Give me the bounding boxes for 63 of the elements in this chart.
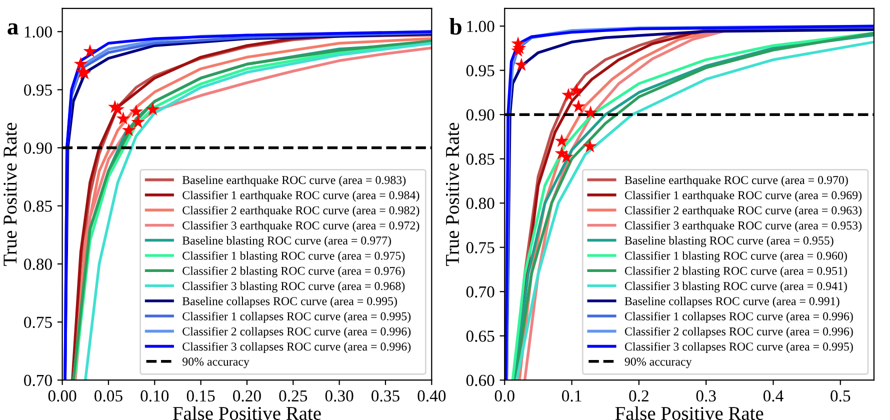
x-tick-label: 0.20 [233,390,261,402]
legend-label: Baseline blasting ROC curve (area = 0.955) [624,236,834,248]
y-axis-title: True Positive Rate [446,122,460,266]
chart-title: b [450,18,462,35]
x-tick-label: 0.4 [763,390,784,402]
y-tick-label: 1.00 [24,26,52,38]
legend-label: Classifier 3 earthquake ROC curve (area = 0.953) [624,220,862,232]
y-tick-label: 0.75 [24,316,52,328]
y-tick-label: 1.00 [467,20,494,32]
y-tick-label: 0.80 [24,258,52,270]
legend-label: 90% accuracy [182,358,250,368]
legend-label: Classifier 3 blasting ROC curve (area = 0.941) [624,282,847,293]
x-tick-label: 0.2 [629,390,648,402]
legend-label: Classifier 2 blasting ROC curve (area = 0.976) [182,266,405,278]
legend-label: Classifier 1 blasting ROC curve (area = 0.975) [182,251,405,262]
legend-label: Classifier 1 collapses ROC curve (area = 0.995) [182,312,411,323]
y-tick-label: 0.80 [466,198,494,210]
x-tick-label: 0.5 [830,390,850,402]
y-tick-label: 0.60 [466,374,494,386]
legend-label: Classifier 2 collapses ROC curve (area = 0.996) [182,326,411,338]
legend-label: Classifier 3 earthquake ROC curve (area = 0.972) [182,220,420,232]
y-tick-label: 0.85 [466,154,494,165]
legend-label: Classifier 2 blasting ROC curve (area = 0.951) [624,266,847,278]
legend-label: Classifier 3 collapses ROC curve (area = 0.995) [624,342,853,354]
x-tick-label: 0.35 [372,390,400,402]
x-tick-label: 0.10 [140,390,169,402]
x-tick-label: 0.1 [562,390,582,402]
legend-label: Classifier 1 collapses ROC curve (area = 0.996) [624,312,853,323]
y-tick-label: 0.95 [24,84,52,96]
legend-label: Classifier 1 blasting ROC curve (area = 0.960) [624,251,847,262]
legend-label: Classifier 3 blasting ROC curve (area = 0.968) [182,282,405,293]
y-axis-title: True Positive Rate [4,122,17,266]
legend-label: Baseline blasting ROC curve (area = 0.977) [182,236,391,248]
y-tick-label: 0.70 [24,374,52,386]
x-tick-label: 0.25 [279,390,308,402]
legend-label: Baseline earthquake ROC curve (area = 0.983) [182,176,406,187]
y-tick-label: 0.95 [466,65,494,76]
x-tick-label: 0.3 [696,390,716,402]
y-tick-label: 0.70 [466,286,494,298]
legend-label: Classifier 2 earthquake ROC curve (area = 0.963) [624,206,862,217]
legend-label: Classifier 2 earthquake ROC curve (area = 0.982) [182,206,420,217]
x-axis-title: False Positive Rate [615,406,764,420]
legend-label: Classifier 2 collapses ROC curve (area = 0.996) [624,326,853,338]
legend-label: Baseline earthquake ROC curve (area = 0.970) [624,176,848,187]
x-axis-title: False Positive Rate [173,406,321,420]
chart-title: a [8,23,18,35]
legend-label: Baseline collapses ROC curve (area = 0.991) [624,296,840,308]
x-tick-label: 0.00 [48,390,76,402]
y-tick-label: 0.85 [24,200,52,212]
legend-label: Classifier 1 earthquake ROC curve (area = 0.969) [624,190,862,202]
legend-label: Baseline collapses ROC curve (area = 0.995) [182,296,397,308]
legend-label: Classifier 3 collapses ROC curve (area = 0.996) [182,342,411,354]
x-tick-label: 0.30 [325,390,354,402]
legend-label: Classifier 1 earthquake ROC curve (area = 0.984) [182,190,420,202]
y-tick-label: 0.65 [466,330,494,342]
y-tick-label: 0.75 [466,242,494,254]
x-tick-label: 0.15 [186,390,215,402]
y-tick-label: 0.90 [466,109,494,121]
y-tick-label: 0.90 [24,142,52,154]
x-tick-label: 0.40 [418,390,446,402]
x-tick-label: 0.05 [94,390,122,402]
legend-label: 90% accuracy [624,358,692,368]
x-tick-label: 0.0 [494,390,514,402]
